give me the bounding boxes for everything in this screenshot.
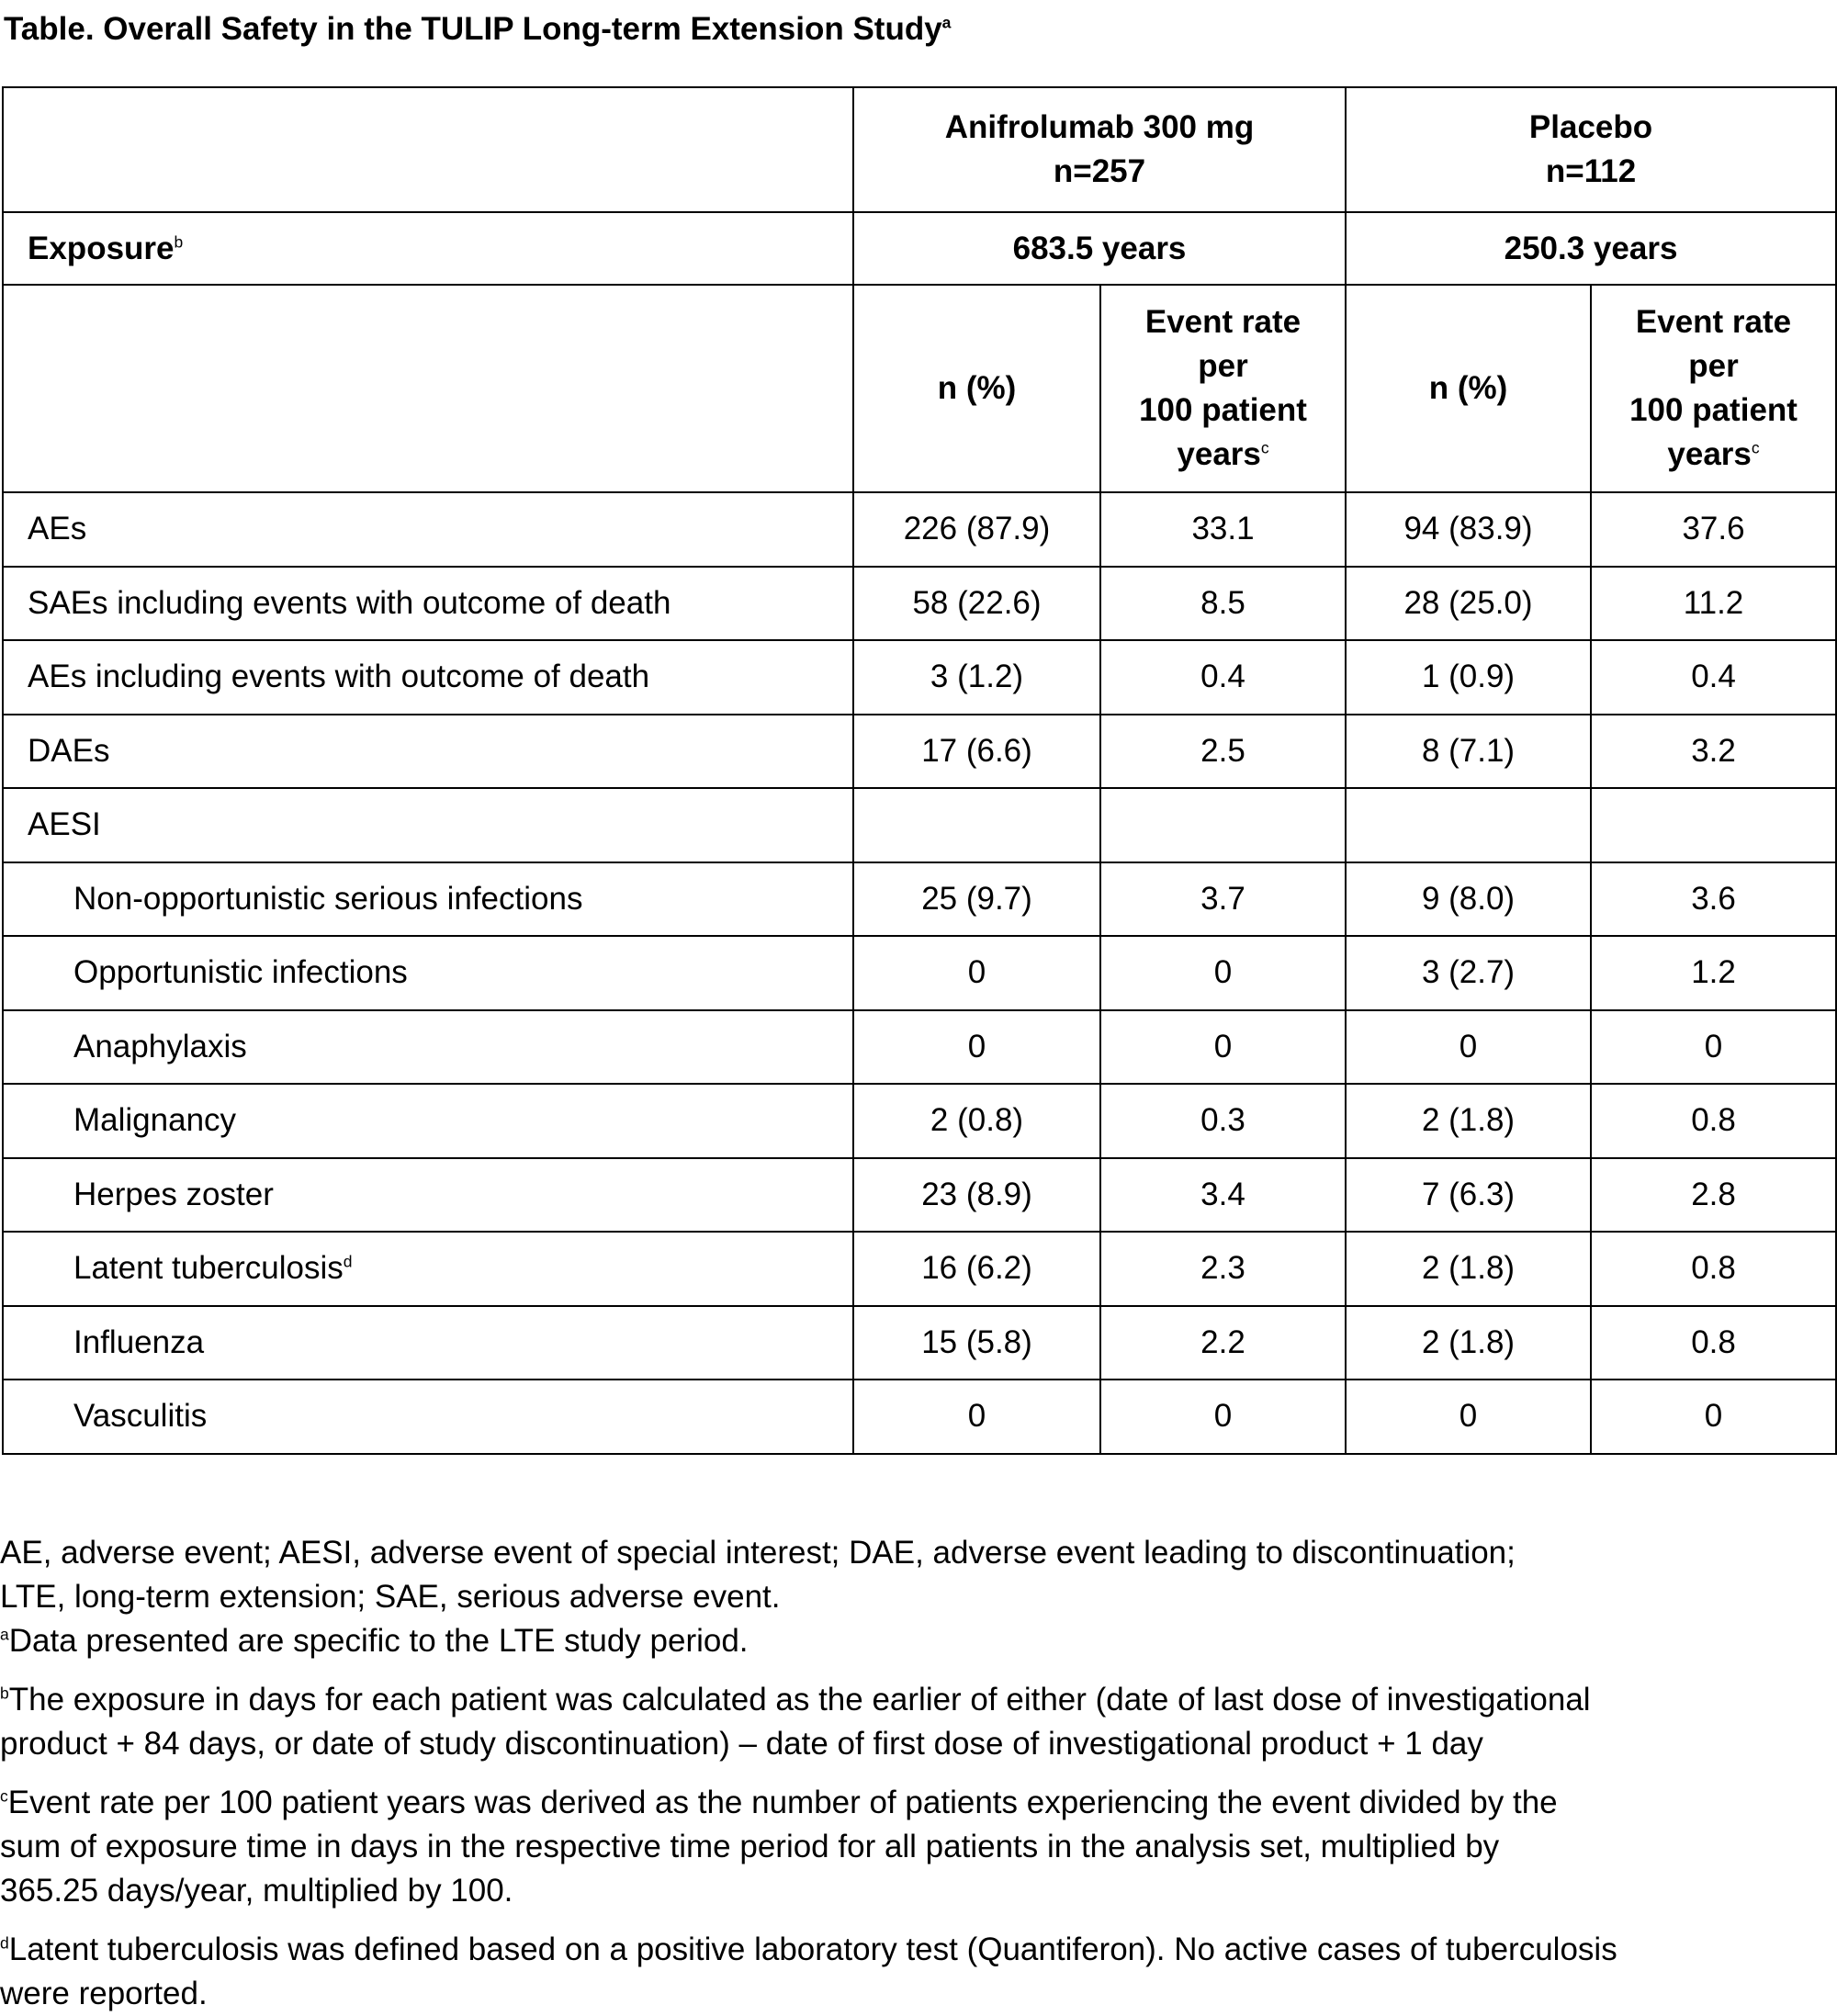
arm1-event-rate-cell bbox=[1099, 787, 1347, 863]
arm2-exposure: 250.3 years bbox=[1345, 211, 1837, 286]
arm2-n-pct-header: n (%) bbox=[1345, 284, 1593, 493]
exposure-label: Exposureb bbox=[2, 211, 854, 286]
arm2-event-rate-cell bbox=[1590, 787, 1837, 863]
arm1-event-rate-cell: 0 bbox=[1099, 1008, 1347, 1085]
arm1-n-pct-cell: 226 (87.9) bbox=[852, 491, 1101, 568]
row-label: AEs including events with outcome of dea… bbox=[2, 639, 854, 715]
arm1-n-pct-cell bbox=[852, 787, 1101, 863]
arm2-n-pct-cell: 3 (2.7) bbox=[1345, 935, 1593, 1011]
arm2-event-rate-cell: 0.8 bbox=[1590, 1083, 1837, 1159]
footnote-a: aData presented are specific to the LTE … bbox=[0, 1623, 749, 1659]
exposure-row: Exposureb 683.5 years 250.3 years bbox=[2, 211, 1837, 286]
arm1-event-rate-cell: 0 bbox=[1099, 1379, 1347, 1455]
table-row: SAEs including events with outcome of de… bbox=[2, 565, 1837, 641]
arm1-n-pct-cell: 2 (0.8) bbox=[852, 1083, 1101, 1159]
arm2-n-pct-cell: 28 (25.0) bbox=[1345, 565, 1593, 641]
arm1-n-pct-cell: 15 (5.8) bbox=[852, 1304, 1101, 1380]
footnote-d: dLatent tuberculosis was defined based o… bbox=[0, 1932, 1617, 2011]
arm1-event-rate-cell: 2.3 bbox=[1099, 1231, 1347, 1307]
arm2-n-pct-cell: 0 bbox=[1345, 1379, 1593, 1455]
table-row: Non-opportunistic serious infections 25 (… bbox=[2, 861, 1837, 937]
arm2-n-pct-cell: 9 (8.0) bbox=[1345, 861, 1593, 937]
table-row: Malignancy 2 (0.8) 0.3 2 (1.8) 0.8 bbox=[2, 1083, 1837, 1159]
arm1-n-pct-cell: 25 (9.7) bbox=[852, 861, 1101, 937]
table-row: AEs including events with outcome of dea… bbox=[2, 639, 1837, 715]
arm1-n-pct-cell: 0 bbox=[852, 1379, 1101, 1455]
arm2-n-pct-cell: 1 (0.9) bbox=[1345, 639, 1593, 715]
arm2-n-pct-cell: 2 (1.8) bbox=[1345, 1304, 1593, 1380]
arm2-n-pct-cell: 7 (6.3) bbox=[1345, 1156, 1593, 1233]
arm1-n-pct-cell: 0 bbox=[852, 1008, 1101, 1085]
row-label: AEs bbox=[2, 491, 854, 568]
arm2-event-rate-cell: 0.8 bbox=[1590, 1304, 1837, 1380]
arm1-event-rate-cell: 33.1 bbox=[1099, 491, 1347, 568]
arm1-n-pct-cell: 23 (8.9) bbox=[852, 1156, 1101, 1233]
arm1-event-rate-cell: 8.5 bbox=[1099, 565, 1347, 641]
arm1-event-rate-cell: 3.4 bbox=[1099, 1156, 1347, 1233]
footnotes: AE, adverse event; AESI, adverse event o… bbox=[0, 1531, 1837, 2016]
table-row: AEs 226 (87.9) 33.1 94 (83.9) 37.6 bbox=[2, 491, 1837, 568]
arm1-event-rate-cell: 0.4 bbox=[1099, 639, 1347, 715]
row-label: Opportunistic infections bbox=[2, 935, 854, 1011]
table-row: Anaphylaxis 0 0 0 0 bbox=[2, 1008, 1837, 1085]
row-label: Latent tuberculosisd bbox=[2, 1231, 854, 1307]
table-row: Herpes zoster 23 (8.9) 3.4 7 (6.3) 2.8 bbox=[2, 1156, 1837, 1233]
header-row-columns: n (%) Event rate per 100 patient yearsc n (… bbox=[2, 284, 1837, 493]
row-label: Influenza bbox=[2, 1304, 854, 1380]
arm2-event-rate-cell: 3.2 bbox=[1590, 713, 1837, 789]
arm2-event-rate-cell: 11.2 bbox=[1590, 565, 1837, 641]
footnote-b: bThe exposure in days for each patient w… bbox=[0, 1682, 1591, 1762]
safety-table: Anifrolumab 300 mg n=257 Placebo n=112 Exp… bbox=[2, 86, 1837, 1455]
row-label: AESI bbox=[2, 787, 854, 863]
table-row: DAEs 17 (6.6) 2.5 8 (7.1) 3.2 bbox=[2, 713, 1837, 789]
arm2-event-rate-cell: 37.6 bbox=[1590, 491, 1837, 568]
arm1-n-pct-cell: 3 (1.2) bbox=[852, 639, 1101, 715]
arm2-event-rate-cell: 2.8 bbox=[1590, 1156, 1837, 1233]
row-label: Non-opportunistic serious infections bbox=[2, 861, 854, 937]
arm1-event-rate-cell: 2.2 bbox=[1099, 1304, 1347, 1380]
row-label: Malignancy bbox=[2, 1083, 854, 1159]
arm2-n-pct-cell: 2 (1.8) bbox=[1345, 1231, 1593, 1307]
row-label: Herpes zoster bbox=[2, 1156, 854, 1233]
table-row: Latent tuberculosisd 16 (6.2) 2.3 2 (1.8) 0.… bbox=[2, 1231, 1837, 1307]
arm2-header: Placebo n=112 bbox=[1345, 86, 1837, 213]
table-row: AESI bbox=[2, 787, 1837, 863]
arm2-event-rate-cell: 3.6 bbox=[1590, 861, 1837, 937]
row-label: Vasculitis bbox=[2, 1379, 854, 1455]
arm1-event-rate-cell: 3.7 bbox=[1099, 861, 1347, 937]
arm2-event-rate-cell: 1.2 bbox=[1590, 935, 1837, 1011]
arm1-n-pct-header: n (%) bbox=[852, 284, 1101, 493]
arm1-n-pct-cell: 16 (6.2) bbox=[852, 1231, 1101, 1307]
arm1-event-rate-cell: 0.3 bbox=[1099, 1083, 1347, 1159]
arm2-n-pct-cell bbox=[1345, 787, 1593, 863]
row-label: Anaphylaxis bbox=[2, 1008, 854, 1085]
header-row-arms: Anifrolumab 300 mg n=257 Placebo n=112 bbox=[2, 86, 1837, 213]
arm2-event-rate-cell: 0 bbox=[1590, 1379, 1837, 1455]
row-label: DAEs bbox=[2, 713, 854, 789]
arm2-event-rate-cell: 0.4 bbox=[1590, 639, 1837, 715]
arm2-event-rate-cell: 0.8 bbox=[1590, 1231, 1837, 1307]
arm1-n-pct-cell: 17 (6.6) bbox=[852, 713, 1101, 789]
table-title: Table. Overall Safety in the TULIP Long-… bbox=[4, 11, 952, 47]
arm2-rate-header: Event rate per 100 patient yearsc bbox=[1590, 284, 1837, 493]
table-row: Vasculitis 0 0 0 0 bbox=[2, 1379, 1837, 1455]
arm1-event-rate-cell: 0 bbox=[1099, 935, 1347, 1011]
arm2-event-rate-cell: 0 bbox=[1590, 1008, 1837, 1085]
arm1-rate-header: Event rate per 100 patient yearsc bbox=[1099, 284, 1347, 493]
arm2-n-pct-cell: 2 (1.8) bbox=[1345, 1083, 1593, 1159]
row-label: SAEs including events with outcome of de… bbox=[2, 565, 854, 641]
table-row: Opportunistic infections 0 0 3 (2.7) 1.2 bbox=[2, 935, 1837, 1011]
arm2-n-pct-cell: 8 (7.1) bbox=[1345, 713, 1593, 789]
footnote-c: cEvent rate per 100 patient years was de… bbox=[0, 1785, 1558, 1909]
arm1-exposure: 683.5 years bbox=[851, 211, 1347, 286]
arm1-event-rate-cell: 2.5 bbox=[1099, 713, 1347, 789]
arm1-n-pct-cell: 58 (22.6) bbox=[852, 565, 1101, 641]
arm2-n-pct-cell: 94 (83.9) bbox=[1345, 491, 1593, 568]
arm1-header: Anifrolumab 300 mg n=257 bbox=[851, 86, 1347, 213]
arm1-n-pct-cell: 0 bbox=[852, 935, 1101, 1011]
arm2-n-pct-cell: 0 bbox=[1345, 1008, 1593, 1085]
table-row: Influenza 15 (5.8) 2.2 2 (1.8) 0.8 bbox=[2, 1304, 1837, 1380]
